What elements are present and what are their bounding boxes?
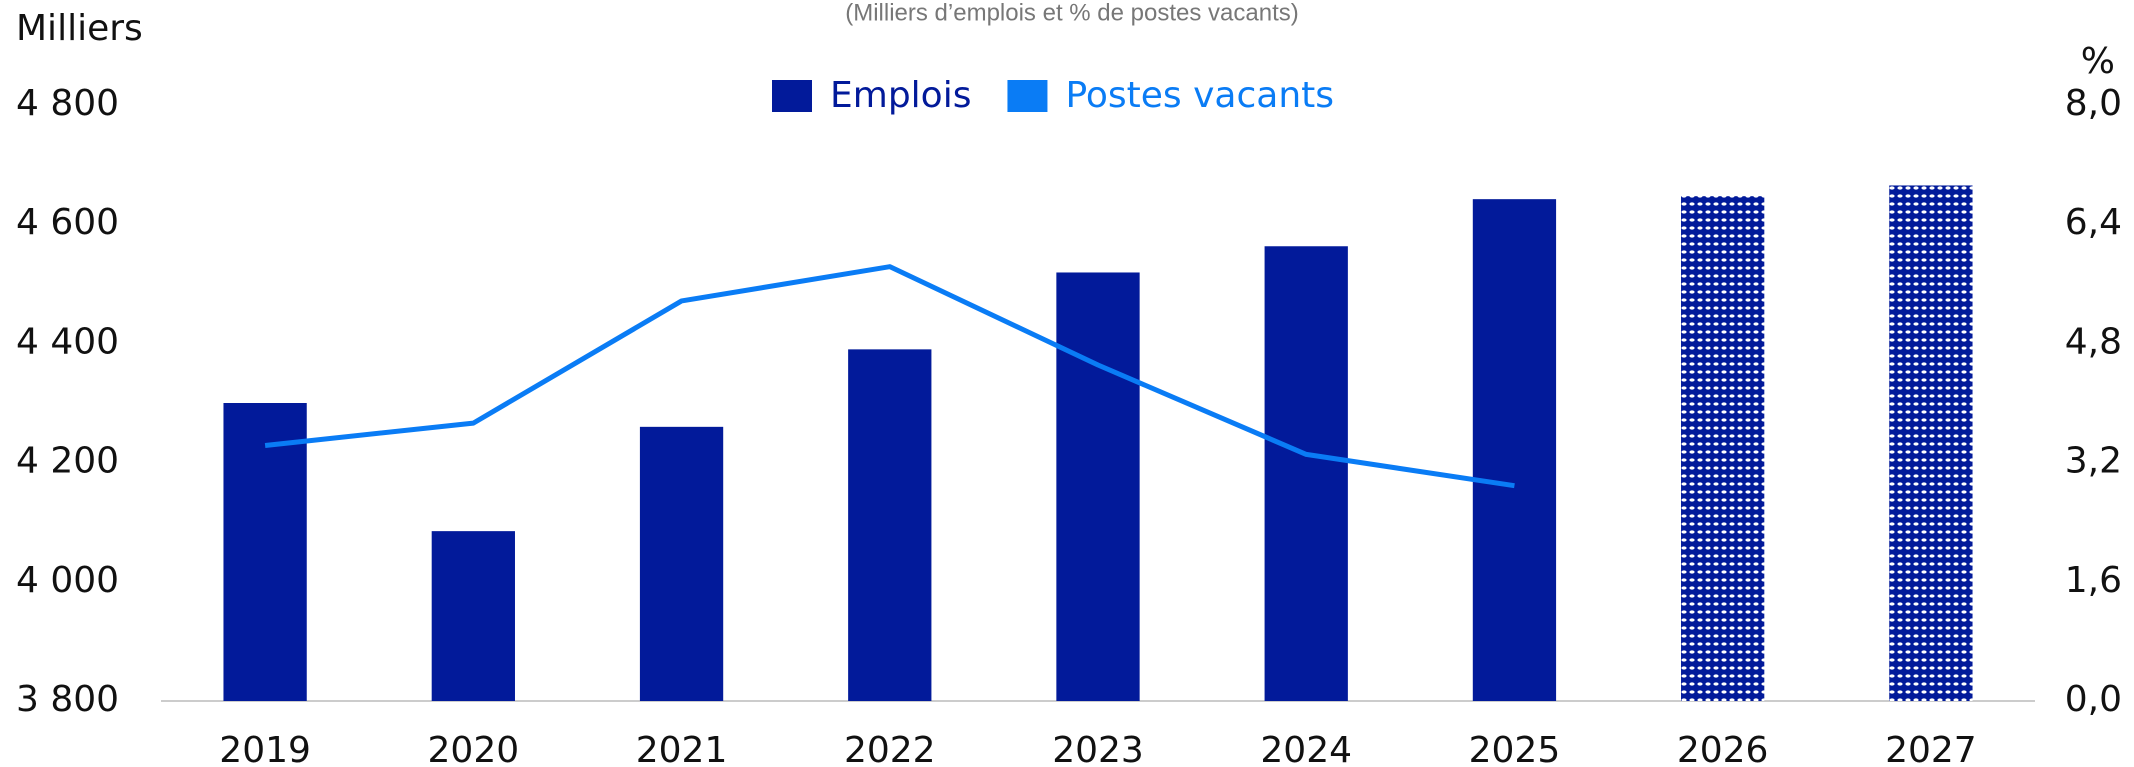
legend-label: Emplois	[830, 75, 971, 116]
legend-swatch	[1007, 80, 1048, 112]
x-tick-label: 2027	[1885, 730, 1977, 767]
bar	[639, 426, 724, 701]
bar	[1056, 272, 1140, 701]
bar	[1264, 246, 1348, 701]
y2-tick-label: 0,0	[2065, 679, 2122, 720]
chart-subtitle: (Milliers d’emplois et % de postes vacan…	[845, 0, 1299, 26]
y-tick-label: 3 800	[16, 679, 119, 720]
bar	[1889, 185, 1973, 701]
x-tick-label: 2019	[219, 730, 311, 767]
bar	[223, 403, 307, 701]
bar	[1472, 199, 1557, 701]
y2-axis-label: %	[2081, 41, 2115, 82]
x-tick-label: 2022	[844, 730, 936, 767]
y2-tick-label: 6,4	[2065, 202, 2122, 243]
y-axis-label: Milliers	[16, 8, 143, 49]
legend-label: Postes vacants	[1065, 75, 1334, 116]
legend-swatch	[772, 80, 812, 112]
y2-tick-label: 1,6	[2065, 560, 2122, 601]
y2-tick-label: 3,2	[2065, 441, 2122, 482]
bar	[431, 531, 515, 701]
x-tick-label: 2026	[1677, 730, 1769, 767]
x-tick-label: 2023	[1052, 730, 1144, 767]
bar	[1681, 196, 1765, 702]
bar	[848, 349, 932, 701]
x-tick-label: 2021	[636, 730, 728, 767]
y2-tick-label: 8,0	[2065, 83, 2122, 124]
line	[264, 264, 1515, 489]
y-tick-label: 4 400	[16, 321, 119, 362]
x-tick-label: 2020	[428, 730, 520, 767]
y-tick-label: 4 000	[16, 560, 119, 601]
y2-tick-label: 4,8	[2065, 321, 2122, 362]
y-tick-label: 4 800	[16, 83, 119, 124]
x-tick-label: 2024	[1260, 730, 1352, 767]
y-tick-label: 4 600	[16, 202, 119, 243]
y-tick-label: 4 200	[16, 441, 119, 482]
x-tick-label: 2025	[1469, 730, 1561, 767]
